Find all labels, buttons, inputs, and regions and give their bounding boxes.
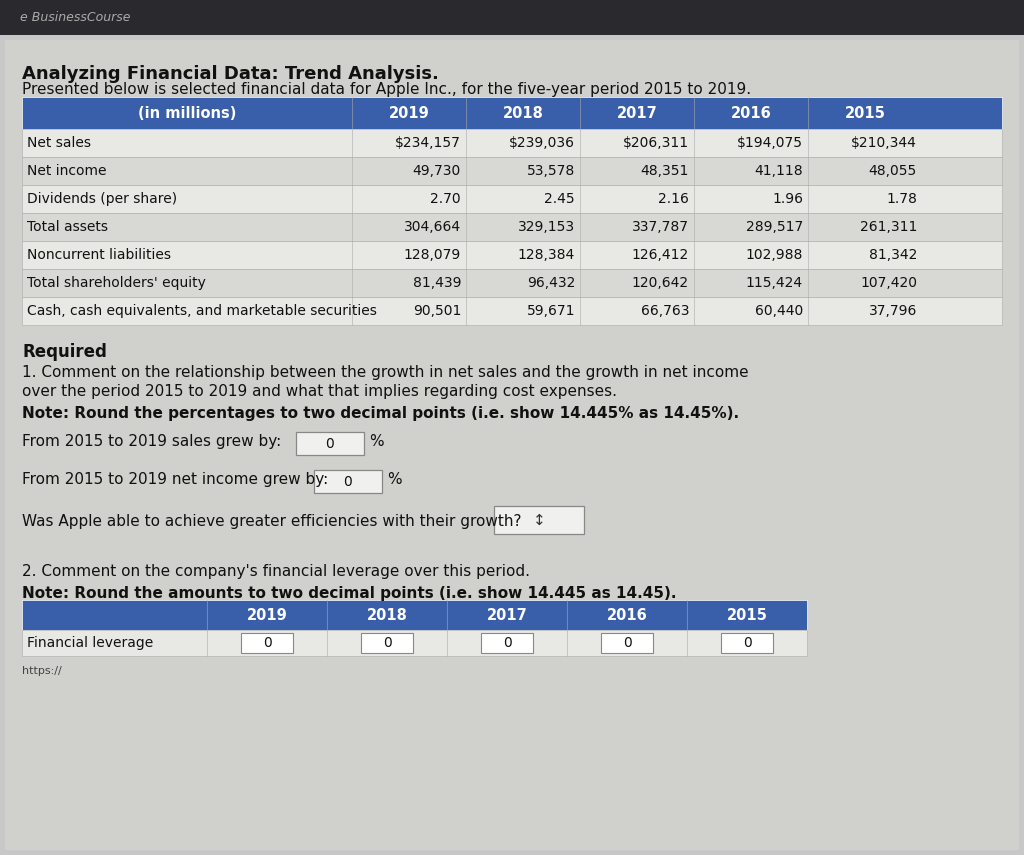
Bar [314,470,382,493]
Bar [494,506,584,534]
Text: Total assets: Total assets [27,220,108,234]
Text: https://: https:// [22,666,61,676]
Text: 81,439: 81,439 [413,276,461,290]
Text: Required: Required [22,343,106,361]
Bar [22,600,807,630]
Text: Presented below is selected financial data for Apple Inc., for the five-year per: Presented below is selected financial da… [22,82,752,97]
Bar [22,185,1002,213]
Text: 48,351: 48,351 [641,164,689,178]
Text: $206,311: $206,311 [623,136,689,150]
Bar [22,213,1002,241]
Text: From 2015 to 2019 net income grew by:: From 2015 to 2019 net income grew by: [22,472,329,487]
Text: 2.16: 2.16 [658,192,689,206]
Text: 329,153: 329,153 [518,220,575,234]
Text: Noncurrent liabilities: Noncurrent liabilities [27,248,171,262]
Text: 0: 0 [503,636,511,650]
Text: Total shareholders' equity: Total shareholders' equity [27,276,206,290]
Text: 96,432: 96,432 [526,276,575,290]
Text: 261,311: 261,311 [859,220,918,234]
Text: 2019: 2019 [247,608,288,622]
Bar [22,269,1002,297]
Text: 2.70: 2.70 [430,192,461,206]
Text: 1. Comment on the relationship between the growth in net sales and the growth in: 1. Comment on the relationship between t… [22,365,749,380]
Text: 102,988: 102,988 [745,248,803,262]
Text: 2015: 2015 [727,608,767,622]
Text: $194,075: $194,075 [737,136,803,150]
Text: Financial leverage: Financial leverage [27,636,154,650]
Bar [601,633,653,653]
Text: 0: 0 [344,475,352,488]
Bar [721,633,773,653]
Text: 90,501: 90,501 [413,304,461,318]
Text: 81,342: 81,342 [868,248,918,262]
Text: 2. Comment on the company's financial leverage over this period.: 2. Comment on the company's financial le… [22,564,530,579]
Text: ↕: ↕ [532,512,546,528]
Text: 2.45: 2.45 [545,192,575,206]
Text: 2016: 2016 [606,608,647,622]
Bar [241,633,293,653]
Text: Note: Round the percentages to two decimal points (i.e. show 14.445% as 14.45%).: Note: Round the percentages to two decim… [22,406,739,421]
Bar [22,129,1002,157]
Text: 49,730: 49,730 [413,164,461,178]
Text: 0: 0 [742,636,752,650]
Text: 0: 0 [623,636,632,650]
Bar [22,157,1002,185]
Text: Was Apple able to achieve greater efficiencies with their growth?: Was Apple able to achieve greater effici… [22,514,521,529]
Text: 59,671: 59,671 [526,304,575,318]
Text: 0: 0 [383,636,391,650]
Text: 2017: 2017 [486,608,527,622]
Text: 289,517: 289,517 [745,220,803,234]
Text: e BusinessCourse: e BusinessCourse [20,11,130,25]
Text: 115,424: 115,424 [745,276,803,290]
Bar [361,633,413,653]
Bar [296,432,364,455]
Text: 304,664: 304,664 [403,220,461,234]
Text: 1.96: 1.96 [772,192,803,206]
Text: 0: 0 [262,636,271,650]
Text: 2018: 2018 [503,105,544,121]
Text: %: % [387,472,401,487]
Text: %: % [369,434,384,449]
Text: 60,440: 60,440 [755,304,803,318]
Text: Cash, cash equivalents, and marketable securities: Cash, cash equivalents, and marketable s… [27,304,377,318]
Bar [22,97,1002,129]
Text: Note: Round the amounts to two decimal points (i.e. show 14.445 as 14.45).: Note: Round the amounts to two decimal p… [22,586,677,601]
Text: 53,578: 53,578 [526,164,575,178]
Text: 41,118: 41,118 [755,164,803,178]
Text: 66,763: 66,763 [640,304,689,318]
Text: $234,157: $234,157 [395,136,461,150]
Bar [22,241,1002,269]
Bar [22,297,1002,325]
Text: 48,055: 48,055 [868,164,918,178]
Text: $210,344: $210,344 [851,136,918,150]
Bar [481,633,534,653]
Text: over the period 2015 to 2019 and what that implies regarding cost expenses.: over the period 2015 to 2019 and what th… [22,384,617,399]
Text: 2015: 2015 [845,105,886,121]
Text: $239,036: $239,036 [509,136,575,150]
Text: 2019: 2019 [389,105,429,121]
Text: 337,787: 337,787 [632,220,689,234]
Text: From 2015 to 2019 sales grew by:: From 2015 to 2019 sales grew by: [22,434,282,449]
Text: 2017: 2017 [616,105,657,121]
Text: Net income: Net income [27,164,106,178]
Bar [22,630,807,656]
Bar [0,0,1024,35]
Text: 0: 0 [326,437,335,451]
Text: 107,420: 107,420 [860,276,918,290]
Text: 120,642: 120,642 [632,276,689,290]
Text: 2016: 2016 [731,105,771,121]
Text: 1.78: 1.78 [886,192,918,206]
Text: Net sales: Net sales [27,136,91,150]
Text: Dividends (per share): Dividends (per share) [27,192,177,206]
Text: 2018: 2018 [367,608,408,622]
Text: 128,384: 128,384 [518,248,575,262]
Text: (in millions): (in millions) [138,105,237,121]
Text: Analyzing Financial Data: Trend Analysis.: Analyzing Financial Data: Trend Analysis… [22,65,439,83]
Text: 128,079: 128,079 [403,248,461,262]
Text: 126,412: 126,412 [632,248,689,262]
Text: 37,796: 37,796 [868,304,918,318]
